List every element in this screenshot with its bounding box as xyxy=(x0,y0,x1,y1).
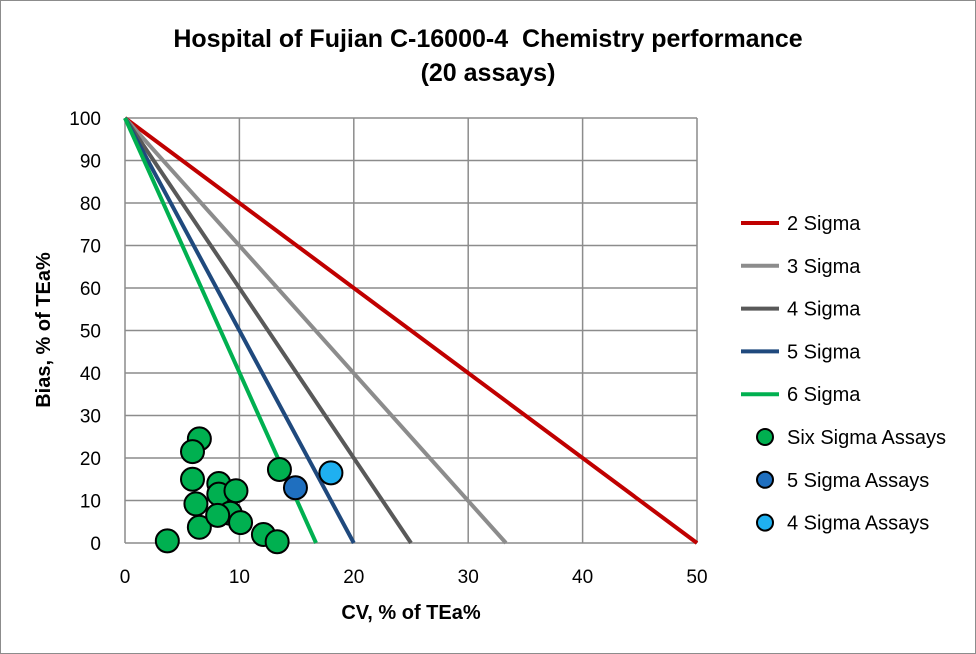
assay-point-series-1 xyxy=(179,466,205,492)
x-tick-label: 10 xyxy=(229,567,250,588)
assay-point-series-1 xyxy=(179,439,205,465)
assay-point-series-1 xyxy=(183,491,209,517)
y-tick-label: 40 xyxy=(80,364,101,385)
legend-label: 6 Sigma xyxy=(787,384,861,406)
chart-title-line-2: (20 assays) xyxy=(420,59,556,87)
legend-marker xyxy=(756,428,774,446)
y-tick-label: 90 xyxy=(80,152,101,173)
legend-label: 3 Sigma xyxy=(787,256,861,278)
x-tick-label: 30 xyxy=(458,567,479,588)
x-tick-label: 50 xyxy=(686,567,707,588)
x-tick-label: 40 xyxy=(572,567,593,588)
assay-point-series-1 xyxy=(264,529,290,555)
legend-label: 5 Sigma xyxy=(787,341,861,363)
y-tick-label: 70 xyxy=(80,237,101,258)
y-tick-label: 80 xyxy=(80,194,101,215)
grid xyxy=(124,117,698,544)
y-tick-label: 20 xyxy=(80,449,101,470)
assay-points xyxy=(154,426,344,555)
x-tick-label: 20 xyxy=(343,567,364,588)
assay-point-series-2 xyxy=(282,475,308,501)
assay-point-series-1 xyxy=(228,510,254,536)
legend-label: 4 Sigma xyxy=(787,299,861,321)
x-axis-title: CV, % of TEa% xyxy=(341,602,481,624)
sigma-line-3 xyxy=(123,116,413,545)
y-tick-label: 30 xyxy=(80,407,101,428)
assay-point-series-1 xyxy=(205,502,231,528)
legend-label: 2 Sigma xyxy=(787,213,861,235)
assay-point-series-1 xyxy=(223,478,249,504)
legend-label: Six Sigma Assays xyxy=(787,427,946,449)
assay-point-series-1 xyxy=(186,514,212,540)
y-axis-title: Bias, % of TEa% xyxy=(33,252,55,408)
y-tick-label: 10 xyxy=(80,492,101,513)
chart-title: Hospital of Fujian C-16000-4 Chemistry p… xyxy=(0,22,976,90)
assay-point-series-3 xyxy=(318,460,344,486)
tick-labels: 0 10 20 30 40 50 60 70 80 90 100 0 10 20 30 40 50 xyxy=(69,109,707,588)
y-tick-label: 0 xyxy=(90,534,101,555)
legend-label: 4 Sigma Assays xyxy=(787,513,929,535)
sigma-line-2 xyxy=(123,116,508,545)
y-tick-label: 50 xyxy=(80,322,101,343)
sigma-line-1 xyxy=(123,116,699,545)
legend: 2 Sigma 3 Sigma 4 Sigma 5 Sigma 6 Sigma Six S… xyxy=(741,213,946,535)
legend-label: 5 Sigma Assays xyxy=(787,470,929,492)
y-tick-label: 100 xyxy=(69,109,101,130)
assay-point-series-1 xyxy=(154,528,180,554)
x-tick-label: 0 xyxy=(120,567,131,588)
sigma-line-4 xyxy=(123,117,356,544)
y-tick-label: 60 xyxy=(80,279,101,300)
legend-marker xyxy=(756,513,774,532)
assay-point-series-1 xyxy=(266,456,292,482)
legend-marker xyxy=(756,470,774,489)
chart-title-line-1: Hospital of Fujian C-16000-4 Chemistry p… xyxy=(173,25,803,53)
